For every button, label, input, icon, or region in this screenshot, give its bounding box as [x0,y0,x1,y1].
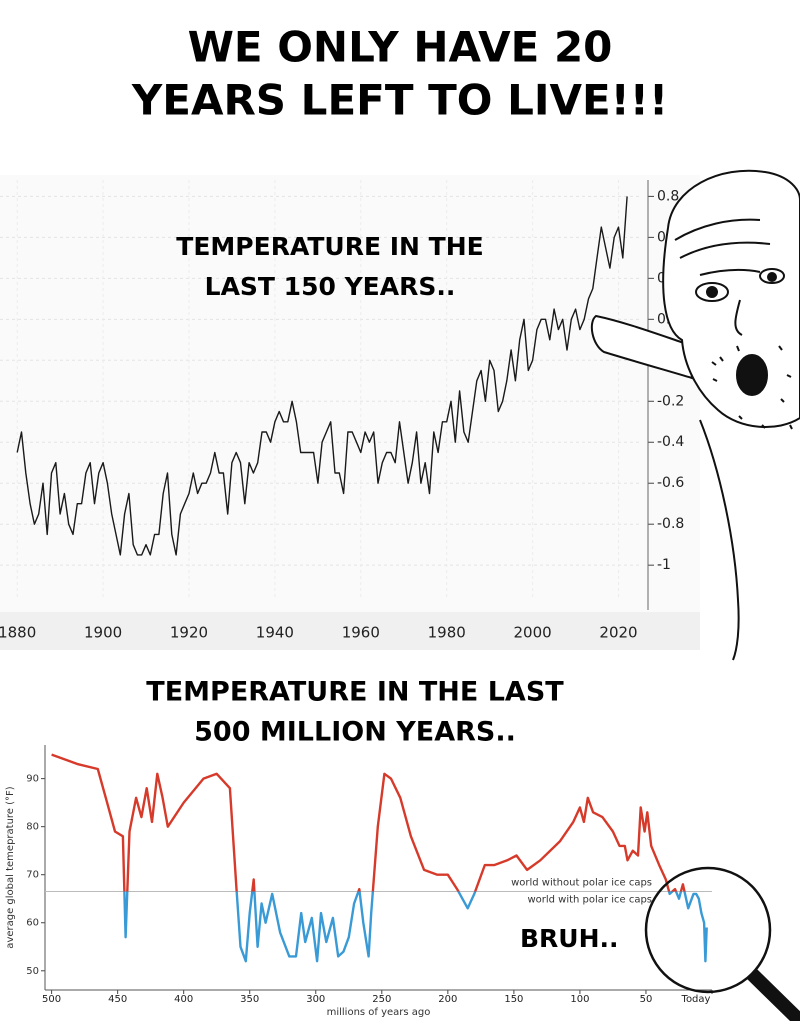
x-axis-band [0,612,700,650]
arm [590,314,694,380]
x-tick-label: 1880 [0,624,36,642]
chart-panel [0,175,700,650]
x-tick-label: Today [681,994,711,1005]
chart-title: TEMPERATURE IN THE LAST [146,677,564,708]
y-tick-label: -0.2 [657,393,684,409]
body-line [699,419,740,661]
threshold-label: world with polar ice caps [527,895,652,906]
y-tick-label: 70 [26,870,39,881]
x-tick-label: 1960 [342,624,380,642]
x-tick-label: 250 [372,994,391,1005]
y-tick-label: -1 [657,557,671,573]
y-axis-label: average global temeprature (°F) [5,786,16,948]
y-tick-label: -0.6 [657,475,684,491]
mouth [736,354,768,396]
x-tick-label: 2000 [514,624,552,642]
stubble [711,345,793,430]
meme-title: YEARS LEFT TO LIVE!!! [131,76,668,125]
magnifier-lens [644,866,772,994]
nose [734,299,743,336]
x-tick-label: 200 [438,994,457,1005]
magnifier-handle [747,968,800,1021]
x-tick-label: 300 [306,994,325,1005]
x-tick-label: 150 [504,994,523,1005]
meme-title: WE ONLY HAVE 20 [188,23,613,72]
x-tick-label: 2020 [599,624,637,642]
wojak [590,169,800,1021]
chart-title: TEMPERATURE IN THE [176,232,483,261]
chart-title: LAST 150 YEARS.. [205,272,456,301]
x-tick-label: 100 [570,994,589,1005]
x-tick-label: 400 [174,994,193,1005]
x-axis-label: millions of years ago [327,1007,431,1018]
x-tick-label: 1920 [170,624,208,642]
x-tick-label: 500 [42,994,61,1005]
y-tick-label: 50 [26,966,39,977]
data-line [16,196,628,556]
x-tick-label: 450 [108,994,127,1005]
y-tick-label: -0.4 [657,434,684,450]
x-tick-label: 1980 [428,624,466,642]
data-line [51,753,708,963]
y-tick-label: 60 [26,918,39,929]
threshold-label: world without polar ice caps [511,878,652,889]
pupil [706,286,718,298]
annotation: BRUH.. [520,924,619,953]
x-tick-label: 1900 [84,624,122,642]
head [662,169,800,428]
pupil [767,272,777,282]
x-tick-label: 50 [640,994,653,1005]
wrinkles [674,218,771,276]
x-tick-label: 1940 [256,624,294,642]
chart-title: 500 MILLION YEARS.. [194,717,516,748]
y-tick-label: 80 [26,822,39,833]
x-tick-label: 350 [240,994,259,1005]
y-tick-label: 0.8 [657,188,679,204]
y-tick-label: -0.8 [657,516,684,532]
charts: 0.80.60.40.20-0.2-0.4-0.6-0.8-1188019001… [0,180,713,1018]
y-tick-label: 90 [26,774,39,785]
